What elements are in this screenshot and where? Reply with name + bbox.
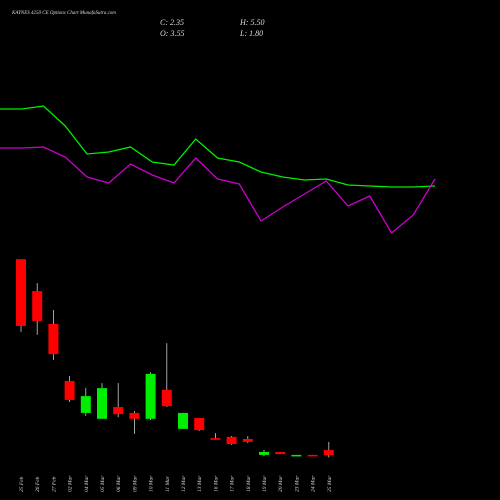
candle-body — [275, 451, 286, 455]
candle-body — [48, 323, 59, 355]
candle-body — [145, 373, 156, 419]
x-tick-label: 18 Mar — [246, 475, 252, 492]
x-tick-label: 09 Mar — [132, 475, 138, 492]
x-tick-label: 13 Mar — [197, 475, 203, 492]
info-high: H: 5.50 — [239, 18, 264, 27]
candle-body — [178, 412, 188, 429]
candle-body — [242, 438, 253, 442]
candle-body — [210, 438, 221, 440]
candle-body — [113, 407, 124, 415]
x-tick-label: 04 Mar — [83, 475, 90, 492]
x-tick-label: 25 Feb — [19, 476, 25, 492]
x-tick-label: 24 Mar — [310, 475, 317, 492]
candle-body — [64, 381, 75, 400]
x-tick-label: 26 Feb — [35, 476, 41, 492]
candle-body — [226, 436, 237, 444]
x-tick-label: 10 Mar — [149, 475, 155, 492]
info-low: L: 1.80 — [239, 29, 263, 38]
x-tick-label: 05 Mar — [100, 475, 106, 492]
x-tick-label: 25 Mar — [327, 475, 333, 492]
candle-body — [259, 451, 269, 455]
candle-body — [291, 454, 302, 457]
info-open: O: 3.55 — [160, 29, 184, 38]
x-tick-label: 11 Mar — [165, 475, 171, 492]
x-tick-label: 27 Feb — [51, 476, 57, 492]
x-tick-label: 19 Mar — [262, 475, 268, 492]
x-tick-label: 23 Mar — [294, 475, 300, 492]
x-tick-label: 20 Mar — [278, 475, 284, 492]
candle-body — [80, 396, 91, 413]
info-close: C: 2.35 — [160, 18, 184, 27]
chart-title: KAYNES 4250 CE Options Chart MunafaSutra… — [11, 11, 116, 16]
x-tick-label: 16 Mar — [213, 475, 219, 492]
candle-body — [161, 389, 172, 407]
candle-body — [307, 454, 318, 457]
x-tick-label: 02 Mar — [68, 475, 74, 492]
candle-body — [129, 412, 140, 419]
candle-body — [16, 259, 26, 326]
x-tick-label: 17 Mar — [230, 475, 236, 492]
candle-body — [32, 291, 43, 321]
line — [0, 105, 436, 188]
candle-body — [323, 450, 334, 456]
candle-body — [97, 388, 107, 419]
x-tick-label: 12 Mar — [181, 475, 187, 492]
candle-body — [194, 417, 205, 431]
x-tick-label: 06 Mar — [116, 475, 122, 492]
line — [0, 146, 436, 234]
